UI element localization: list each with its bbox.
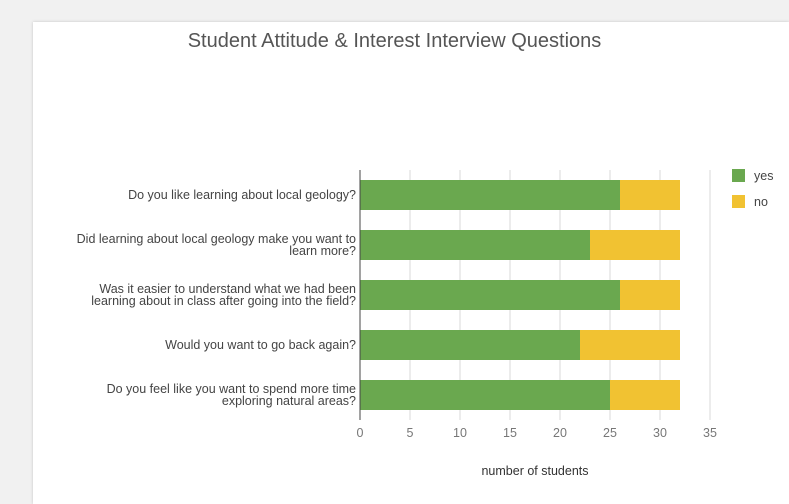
chart-card <box>33 22 789 504</box>
x-tick-label: 0 <box>357 426 364 440</box>
category-label: Would you want to go back again? <box>165 338 356 352</box>
category-label-line: Do you feel like you want to spend more … <box>107 382 356 396</box>
category-label: Did learning about local geology make yo… <box>77 232 356 258</box>
bar-no-2 <box>590 230 680 260</box>
category-label-line: Was it easier to understand what we had … <box>99 282 356 296</box>
legend-label-yes: yes <box>754 169 773 183</box>
bars <box>360 180 680 410</box>
bar-yes-2 <box>360 230 590 260</box>
category-label: Do you feel like you want to spend more … <box>107 382 356 408</box>
tick-labels: 0 5 10 15 20 25 30 35 <box>357 426 717 440</box>
bar-yes-1 <box>360 180 620 210</box>
bar-no-3 <box>620 280 680 310</box>
category-labels: Do you like learning about local geology… <box>77 188 356 408</box>
category-label: Do you like learning about local geology… <box>128 188 356 202</box>
x-tick-label: 25 <box>603 426 617 440</box>
legend-swatch-yes <box>732 169 745 182</box>
legend-label-no: no <box>754 195 768 209</box>
category-label-line: Do you like learning about local geology… <box>128 188 356 202</box>
chart-title: Student Attitude & Interest Interview Qu… <box>187 30 602 52</box>
bar-yes-5 <box>360 380 610 410</box>
x-tick-label: 35 <box>703 426 717 440</box>
category-label: Was it easier to understand what we had … <box>91 282 356 308</box>
x-tick-label: 15 <box>503 426 517 440</box>
x-tick-label: 20 <box>553 426 567 440</box>
bar-yes-4 <box>360 330 580 360</box>
category-label-line: learn more? <box>289 244 356 258</box>
category-label-line: Did learning about local geology make yo… <box>77 232 356 246</box>
bar-yes-3 <box>360 280 620 310</box>
x-axis-title: number of students <box>481 464 588 478</box>
legend-swatch-no <box>732 195 745 208</box>
x-tick-label: 10 <box>453 426 467 440</box>
bar-no-1 <box>620 180 680 210</box>
x-tick-label: 5 <box>407 426 414 440</box>
category-label-line: Would you want to go back again? <box>165 338 356 352</box>
category-label-line: learning about in class after going into… <box>91 294 356 308</box>
x-tick-label: 30 <box>653 426 667 440</box>
bar-no-4 <box>580 330 680 360</box>
category-label-line: exploring natural areas? <box>222 394 356 408</box>
legend: yes no <box>732 169 773 209</box>
bar-no-5 <box>610 380 680 410</box>
